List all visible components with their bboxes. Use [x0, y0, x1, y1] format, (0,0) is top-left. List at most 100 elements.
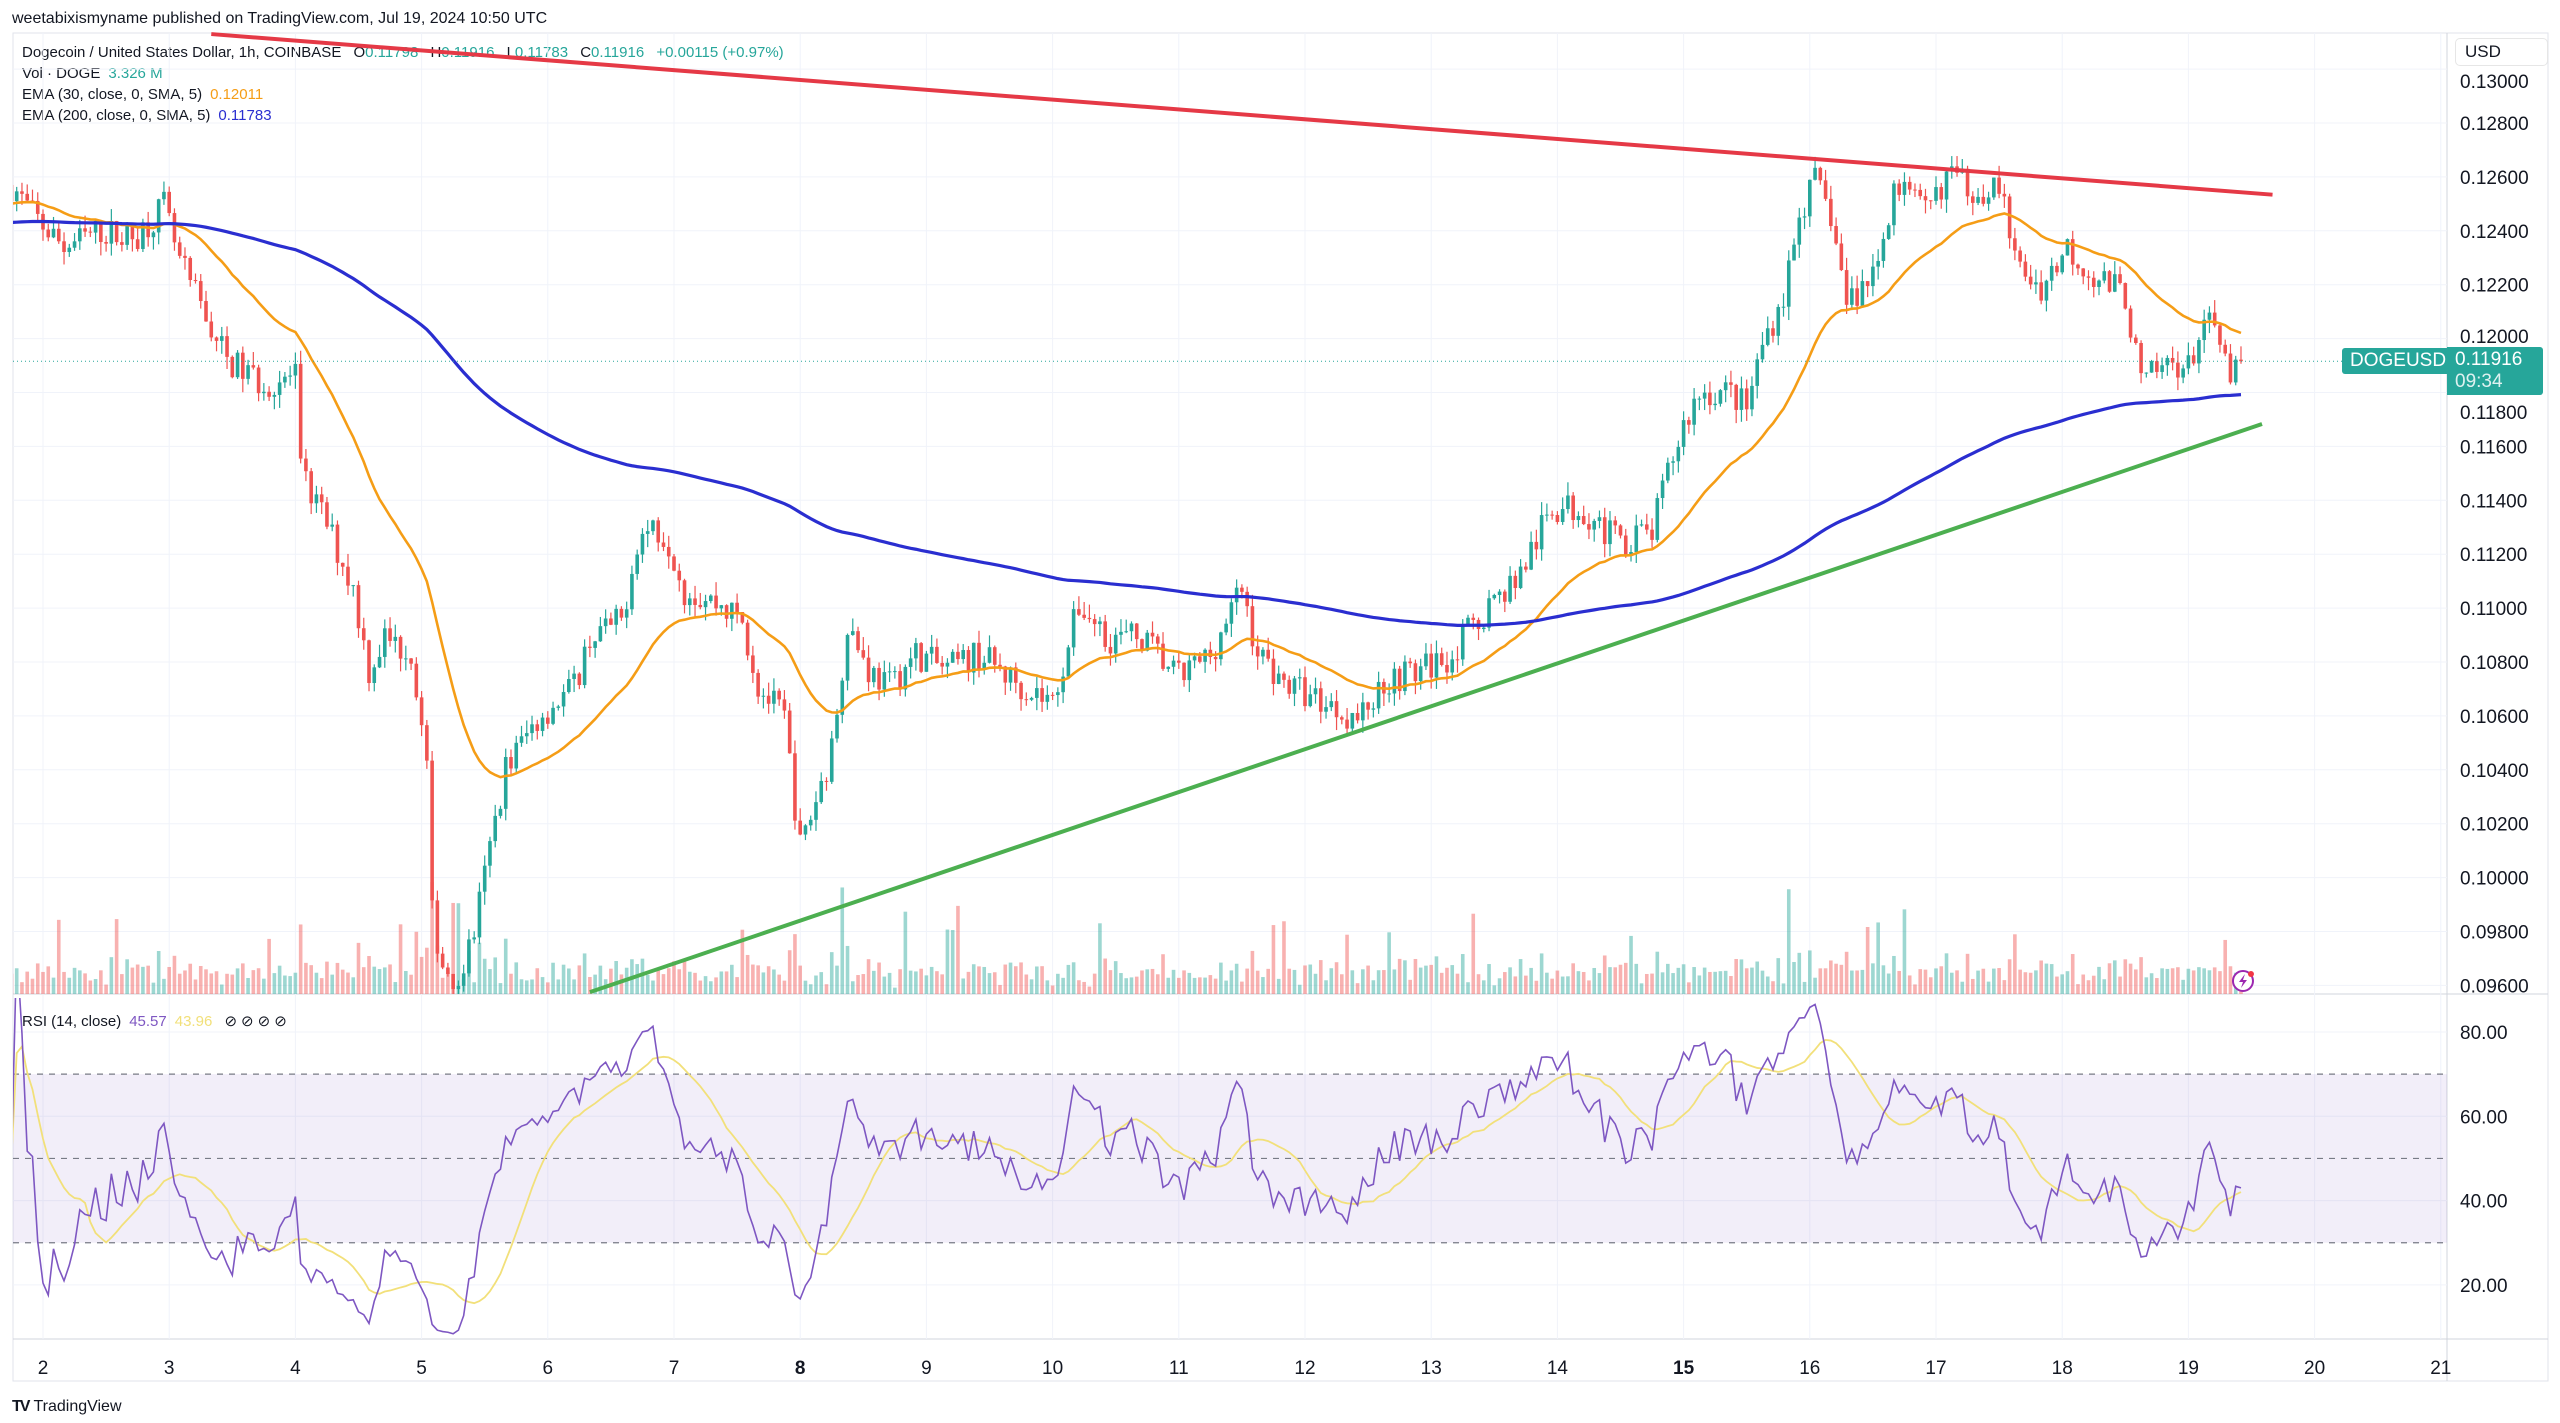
candle-body	[1939, 187, 1944, 200]
volume-bar	[577, 965, 582, 994]
candle-body	[1481, 627, 1486, 630]
candle-body	[1529, 541, 1533, 570]
candle	[567, 669, 571, 694]
candle	[13, 184, 14, 202]
volume-bar	[745, 954, 750, 994]
volume-bar	[887, 972, 892, 994]
candle-body	[435, 900, 440, 954]
currency-selector[interactable]: USD	[2455, 38, 2548, 66]
volume-bar	[582, 953, 587, 994]
volume-bar	[1061, 977, 1065, 994]
candle	[808, 815, 813, 831]
candle	[498, 805, 503, 819]
volume-bar	[1813, 977, 1817, 994]
volume-bar	[1413, 958, 1418, 994]
candle	[666, 535, 671, 569]
candle	[1729, 370, 1733, 398]
candle-body	[340, 562, 345, 567]
tradingview-branding[interactable]: TV TradingView	[12, 1398, 122, 1416]
volume-bar	[1434, 956, 1439, 994]
candle-body	[1918, 189, 1923, 197]
candle-body	[1061, 676, 1065, 693]
candle	[745, 619, 750, 661]
candle	[1918, 183, 1923, 200]
candle	[861, 637, 866, 660]
candle-body	[1923, 196, 1928, 201]
candle-body	[1376, 681, 1381, 709]
volume-bar	[961, 978, 966, 994]
volume-bar	[798, 965, 802, 994]
candle	[1713, 392, 1717, 411]
candle-body	[977, 642, 981, 669]
candle-body	[2060, 255, 2064, 273]
volume-bar	[2218, 971, 2222, 994]
candle	[966, 646, 971, 682]
candle-body	[1177, 660, 1181, 663]
candle	[961, 644, 966, 664]
candle	[1592, 518, 1597, 542]
candle	[104, 235, 108, 252]
candle-body	[1792, 244, 1796, 261]
candle-body	[845, 634, 850, 681]
candle	[1124, 619, 1129, 634]
candle-body	[404, 658, 408, 660]
volume-bar	[156, 951, 161, 994]
volume-bar	[214, 971, 219, 994]
volume-bar	[388, 964, 392, 994]
volume-bar	[1103, 958, 1107, 994]
candle-body	[1445, 664, 1449, 673]
candle	[1497, 589, 1502, 604]
volume-bar	[2081, 974, 2086, 994]
candle-body	[46, 229, 51, 238]
volume-bar	[1460, 954, 1465, 994]
candle	[872, 665, 876, 688]
candle	[361, 617, 366, 650]
volume-bar	[377, 969, 382, 994]
rsi-legend[interactable]: RSI (14, close) 45.57 43.96 ⊘ ⊘ ⊘ ⊘	[22, 1012, 295, 1030]
candle-body	[1566, 495, 1570, 510]
volume-bar	[2118, 976, 2122, 994]
candle-body	[283, 376, 287, 383]
ema200-legend[interactable]: EMA (200, close, 0, SMA, 5) 0.11783	[22, 107, 280, 124]
candle-body	[614, 608, 618, 625]
candle	[556, 704, 561, 711]
volume-bar	[414, 931, 419, 994]
candle	[419, 691, 424, 737]
volume-bar	[78, 970, 82, 994]
candle	[1871, 253, 1875, 297]
candle-body	[2023, 261, 2028, 277]
candle-body	[1492, 594, 1497, 599]
candle	[814, 791, 818, 831]
price-tick-label: 0.12400	[2460, 222, 2529, 243]
volume-bar	[1823, 968, 1828, 994]
candle	[698, 592, 703, 610]
volume-bar	[840, 887, 845, 994]
candle	[803, 824, 808, 841]
candle-body	[903, 666, 908, 690]
volume-bar	[1734, 958, 1738, 994]
candle-body	[1371, 708, 1376, 710]
candle-body	[83, 228, 87, 232]
volume-bar	[1839, 964, 1844, 994]
candle	[2144, 372, 2149, 378]
volume-bar	[46, 966, 51, 994]
ema30-legend[interactable]: EMA (30, close, 0, SMA, 5) 0.12011	[22, 86, 271, 103]
candle	[172, 208, 177, 251]
candle-body	[1797, 217, 1802, 245]
candle-body	[503, 757, 508, 809]
volume-bar	[1003, 964, 1008, 994]
volume-bar	[1608, 967, 1612, 994]
symbol-title[interactable]: Dogecoin / United States Dollar, 1h, COI…	[22, 44, 342, 61]
volume-bar	[535, 968, 540, 994]
candle	[1639, 519, 1644, 527]
candle	[714, 582, 718, 616]
candle-body	[167, 191, 171, 214]
candle	[288, 365, 292, 386]
candle	[1455, 646, 1460, 673]
candle	[524, 720, 529, 744]
volume-bar	[1555, 970, 1560, 994]
price-tick-label: 0.10200	[2460, 815, 2529, 836]
candle-body	[172, 213, 177, 243]
volume-bar	[819, 972, 824, 994]
